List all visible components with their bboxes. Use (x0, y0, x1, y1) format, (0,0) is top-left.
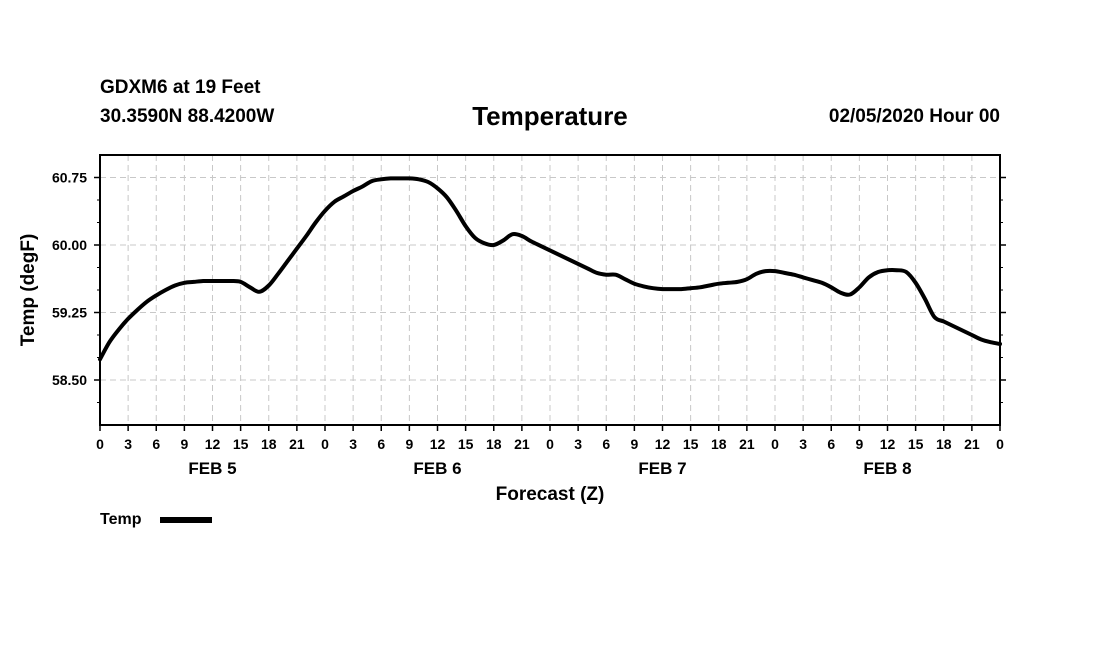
x-axis-title: Forecast (Z) (496, 484, 605, 505)
x-tick-label: 18 (261, 436, 277, 452)
day-label: FEB 6 (413, 459, 461, 478)
x-tick-label: 6 (602, 436, 610, 452)
x-tick-label: 0 (321, 436, 329, 452)
temp-series-line (98, 176, 1002, 362)
x-tick-label: 18 (711, 436, 727, 452)
coordinates-label: 30.3590N 88.4200W (100, 106, 275, 127)
x-tick-label: 15 (233, 436, 249, 452)
x-tick-label: 15 (683, 436, 699, 452)
y-tick-label: 59.25 (52, 305, 87, 321)
x-tick-label: 12 (880, 436, 896, 452)
x-tick-label: 12 (655, 436, 671, 452)
y-tick-label: 60.00 (52, 237, 87, 253)
grid-lines (100, 155, 1000, 425)
x-tick-label: 21 (514, 436, 530, 452)
x-tick-label: 0 (996, 436, 1004, 452)
x-tick-label: 9 (180, 436, 188, 452)
x-tick-label: 0 (546, 436, 554, 452)
y-axis-title: Temp (degF) (18, 234, 39, 347)
legend-label: Temp (100, 511, 142, 528)
chart-title: Temperature (472, 101, 628, 131)
x-tick-label: 6 (827, 436, 835, 452)
x-tick-label: 3 (349, 436, 357, 452)
x-tick-label: 3 (124, 436, 132, 452)
day-labels: FEB 5 FEB 6 FEB 7 FEB 8 (188, 459, 911, 478)
y-tick-label: 58.50 (52, 372, 87, 388)
day-label: FEB 7 (638, 459, 686, 478)
y-tick-label: 60.75 (52, 170, 87, 186)
x-tick-label: 15 (458, 436, 474, 452)
x-axis: 0 3 6 9 12 15 18 21 0 3 6 9 12 15 18 21 0 3 6 9 12 15 18 21 0 3 6 9… (96, 425, 1004, 452)
x-tick-label: 6 (377, 436, 385, 452)
x-tick-label: 6 (152, 436, 160, 452)
issued-time-label: 02/05/2020 Hour 00 (828, 106, 1000, 127)
x-tick-label: 0 (771, 436, 779, 452)
x-tick-label: 3 (799, 436, 807, 452)
x-tick-label: 0 (96, 436, 104, 452)
x-tick-label: 9 (630, 436, 638, 452)
x-tick-label: 9 (855, 436, 863, 452)
station-label: GDXM6 at 19 Feet (100, 77, 261, 98)
y-axis: 60.75 60.00 59.25 58.50 (52, 170, 1006, 388)
x-tick-label: 9 (405, 436, 413, 452)
x-tick-label: 18 (936, 436, 952, 452)
day-label: FEB 5 (188, 459, 236, 478)
x-tick-label: 21 (964, 436, 980, 452)
x-tick-label: 3 (574, 436, 582, 452)
day-label: FEB 8 (863, 459, 911, 478)
x-tick-label: 12 (430, 436, 446, 452)
x-tick-label: 18 (486, 436, 502, 452)
x-tick-label: 21 (289, 436, 305, 452)
x-tick-label: 12 (205, 436, 221, 452)
x-tick-label: 21 (739, 436, 755, 452)
x-tick-label: 15 (908, 436, 924, 452)
